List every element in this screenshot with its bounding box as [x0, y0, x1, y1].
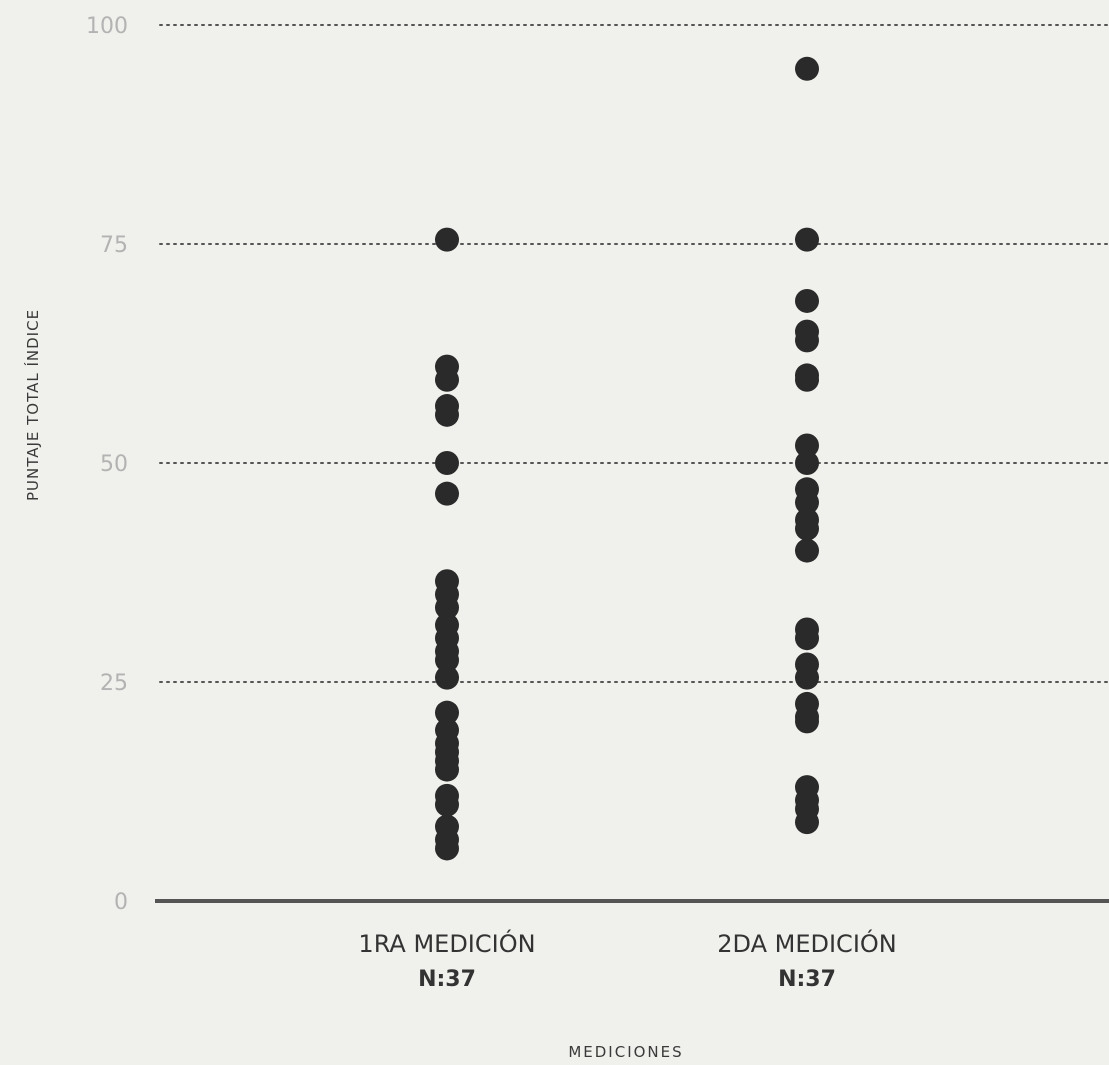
y-tick-label: 75	[100, 233, 128, 258]
data-point	[795, 367, 819, 392]
data-point	[795, 709, 819, 734]
category-n-label: N:37	[778, 967, 836, 992]
y-tick-label: 50	[100, 452, 128, 477]
data-point	[435, 451, 459, 475]
data-point	[795, 516, 819, 541]
data-point	[795, 451, 819, 475]
data-point	[435, 665, 459, 690]
category-label: 2DA MEDICIÓN	[717, 928, 896, 958]
data-point	[435, 836, 459, 861]
data-points	[435, 56, 819, 861]
data-point	[795, 665, 819, 690]
category-n-label: N:37	[418, 967, 476, 992]
data-point	[795, 288, 819, 313]
data-point	[435, 367, 459, 392]
data-point	[795, 626, 819, 651]
data-point	[795, 227, 819, 252]
y-tick-label: 100	[86, 14, 128, 39]
data-point	[795, 538, 819, 563]
data-point	[795, 328, 819, 353]
axes: 0 25 50 75 100	[86, 14, 1109, 915]
y-tick-label: 25	[100, 671, 128, 696]
y-tick-label: 0	[114, 890, 128, 915]
data-point	[795, 490, 819, 515]
y-axis-title: PUNTAJE TOTAL ÍNDICE	[23, 309, 42, 501]
data-point	[435, 700, 459, 725]
labels: PUNTAJE TOTAL ÍNDICE MEDICIONES 1RA MEDICI…	[23, 309, 897, 1061]
data-point	[435, 227, 459, 252]
data-point	[435, 481, 459, 506]
data-point	[435, 792, 459, 817]
data-point	[435, 648, 459, 673]
data-point	[795, 56, 819, 81]
data-point	[435, 402, 459, 427]
category-label: 1RA MEDICIÓN	[358, 928, 535, 958]
data-point	[795, 433, 819, 458]
gridlines	[159, 24, 1109, 683]
x-axis-title: MEDICIONES	[568, 1043, 683, 1061]
data-point	[435, 595, 459, 620]
data-point	[795, 810, 819, 835]
data-point	[435, 757, 459, 782]
